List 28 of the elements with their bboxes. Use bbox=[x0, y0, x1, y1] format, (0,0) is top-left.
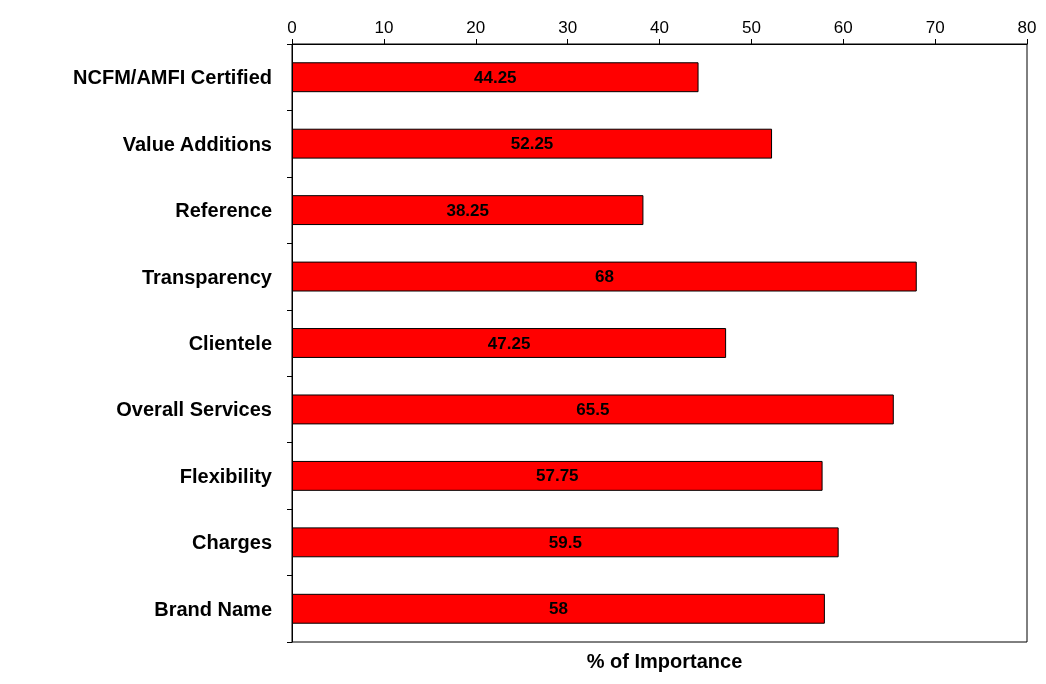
data-label: 65.5 bbox=[576, 399, 610, 419]
data-label: 44.25 bbox=[474, 67, 517, 87]
x-tick-label: 70 bbox=[925, 18, 945, 37]
y-tick-label: Flexibility bbox=[179, 464, 273, 487]
data-label: 58 bbox=[548, 599, 568, 619]
data-label: 68 bbox=[594, 267, 614, 287]
x-axis-title: % of Importance bbox=[586, 650, 743, 672]
x-tick-label: 0 bbox=[287, 18, 297, 37]
x-tick-label: 30 bbox=[558, 18, 578, 37]
x-tick-label: 60 bbox=[833, 18, 853, 37]
y-tick-label: Reference bbox=[175, 199, 272, 222]
x-tick-label: 20 bbox=[466, 18, 486, 37]
x-tick-label: 40 bbox=[650, 18, 669, 37]
y-tick-label: Transparency bbox=[141, 265, 273, 288]
data-label: 47.25 bbox=[487, 333, 531, 353]
data-label: 52.25 bbox=[510, 134, 554, 154]
y-tick-label: Brand Name bbox=[154, 597, 272, 620]
y-tick-label: Charges bbox=[191, 531, 272, 554]
y-tick-label: NCFM/AMFI Certified bbox=[73, 66, 272, 89]
y-tick-label: Clientele bbox=[188, 332, 272, 354]
data-label: 59.5 bbox=[548, 532, 582, 552]
data-label: 57.75 bbox=[536, 466, 579, 486]
y-tick-label: Overall Services bbox=[116, 398, 272, 421]
x-tick-label: 80 bbox=[1017, 18, 1037, 37]
data-label: 38.25 bbox=[446, 200, 489, 220]
y-tick-label: Value Additions bbox=[122, 132, 272, 155]
x-tick-label: 50 bbox=[741, 18, 761, 37]
x-tick-label: 10 bbox=[374, 18, 394, 37]
